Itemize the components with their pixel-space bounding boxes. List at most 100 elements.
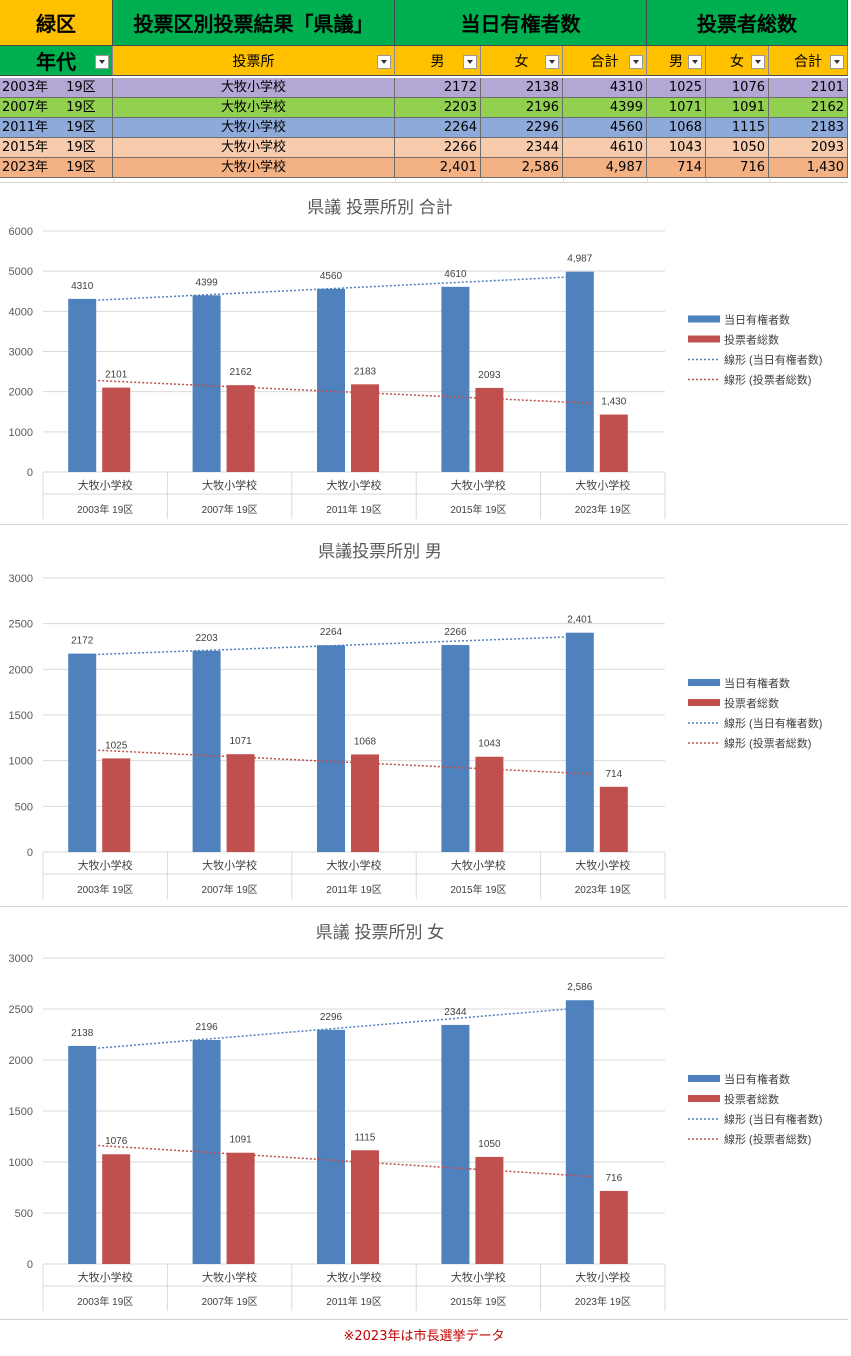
reg-male-cell[interactable]: 2203 [395,98,481,118]
y-tick-label: 1000 [9,427,33,439]
reg-female-cell[interactable]: 2196 [481,98,563,118]
station-cell[interactable]: 大牧小学校 [113,118,395,138]
chart-total-svg: 県議 投票所別 合計 0 1000 2000 3000 4000 5000 6000 4310 2… [9,198,822,519]
reg-female-cell[interactable]: 2344 [481,138,563,158]
station-cell[interactable]: 大牧小学校 [113,158,395,178]
reg-female-cell[interactable]: 2296 [481,118,563,138]
station-cell[interactable]: 大牧小学校 [113,78,395,98]
filter-dropdown-icon[interactable] [545,55,559,69]
bar-registered [68,653,97,852]
reg-female-cell[interactable]: 2138 [481,78,563,98]
bar-registered [317,288,345,472]
active-filter-icon[interactable] [377,55,391,69]
vot-female-cell[interactable]: 1050 [706,138,769,158]
vot-male-cell[interactable]: 1043 [647,138,706,158]
y-tick-label: 3000 [9,573,33,585]
y-tick-label: 4000 [9,306,33,318]
district-text: 19区 [66,100,96,115]
filter-dropdown-icon[interactable] [751,55,765,69]
legend-swatch [688,679,720,686]
age-cell[interactable]: 2003年 19区 [0,78,113,98]
filter-dropdown-icon[interactable] [629,55,643,69]
reg-total-cell[interactable]: 4560 [563,118,647,138]
reg-male-cell[interactable]: 2,401 [395,158,481,178]
legend-label: 線形 (当日有権者数) [724,353,822,367]
reg-male-header[interactable]: 男 [395,46,481,76]
reg-male-cell[interactable]: 2266 [395,138,481,158]
vot-male-cell[interactable]: 1025 [647,78,706,98]
station-header-text: 投票所 [232,53,275,70]
filter-dropdown-icon[interactable] [95,55,109,69]
category-label: 大牧小学校 [327,1270,382,1284]
vot-female-cell[interactable]: 716 [706,158,769,178]
vot-total-cell[interactable]: 2162 [769,98,848,118]
y-tick-label: 2500 [9,619,33,631]
reg-male-cell[interactable]: 2264 [395,118,481,138]
data-label: 2172 [71,636,94,647]
filter-dropdown-icon[interactable] [463,55,477,69]
y-tick-label: 5000 [9,266,33,278]
data-label: 2162 [229,367,252,378]
age-cell[interactable]: 2011年 19区 [0,118,113,138]
data-label: 2138 [71,1028,94,1039]
vot-female-header[interactable]: 女 [706,46,769,76]
vot-total-cell[interactable]: 2183 [769,118,848,138]
legend-label: 投票者総数 [724,333,779,347]
data-label: 2,586 [567,982,592,993]
filter-dropdown-icon[interactable] [830,55,844,69]
chart-total[interactable]: 県議 投票所別 合計 0 1000 2000 3000 4000 5000 6000 4310 2… [0,182,848,525]
y-tick-label: 6000 [9,226,33,238]
vot-male-cell[interactable]: 1068 [647,118,706,138]
vot-male-header[interactable]: 男 [647,46,706,76]
category-label: 大牧小学校 [451,1270,506,1284]
bar-voters [475,1156,504,1264]
station-cell[interactable]: 大牧小学校 [113,138,395,158]
data-label: 2,401 [567,615,592,626]
reg-total-cell[interactable]: 4310 [563,78,647,98]
vot-female-cell[interactable]: 1115 [706,118,769,138]
age-cell[interactable]: 2015年 19区 [0,138,113,158]
age-cell[interactable]: 2007年 19区 [0,98,113,118]
legend-label: 投票者総数 [724,1092,779,1106]
vot-total-cell[interactable]: 2093 [769,138,848,158]
reg-total-header[interactable]: 合計 [563,46,647,76]
reg-total-cell[interactable]: 4,987 [563,158,647,178]
age-header[interactable]: 年代 [0,46,113,76]
filter-dropdown-icon[interactable] [688,55,702,69]
station-cell[interactable]: 大牧小学校 [113,98,395,118]
y-tick-label: 1000 [9,1157,33,1169]
data-label: 716 [605,1173,622,1184]
category-group-label: 2011年 19区 [326,1295,381,1308]
data-label: 4560 [320,271,343,282]
station-header[interactable]: 投票所 [113,46,395,76]
vot-female-cell[interactable]: 1091 [706,98,769,118]
data-label: 2183 [354,366,377,377]
reg-female-header[interactable]: 女 [481,46,563,76]
vot-total-cell[interactable]: 2101 [769,78,848,98]
reg-female-cell[interactable]: 2,586 [481,158,563,178]
vot-male-cell[interactable]: 1071 [647,98,706,118]
y-tick-label: 3000 [9,347,33,359]
category-group-label: 2011年 19区 [326,883,381,896]
chart-female[interactable]: 県議 投票所別 女 0 500 1000 1500 2000 2500 3000 2138 107… [0,906,848,1320]
vot-male-cell[interactable]: 714 [647,158,706,178]
reg-total-cell[interactable]: 4610 [563,138,647,158]
table-row: 2003年 19区 大牧小学校 2172 2138 4310 1025 1076 … [0,78,848,98]
category-label: 大牧小学校 [575,1270,630,1284]
vot-female-cell[interactable]: 1076 [706,78,769,98]
bar-registered [441,645,470,852]
data-label: 4610 [444,269,467,280]
data-label: 2266 [444,627,467,638]
bar-registered [192,295,221,472]
reg-male-cell[interactable]: 2172 [395,78,481,98]
vot-total-cell[interactable]: 1,430 [769,158,848,178]
age-header-text: 年代 [36,50,76,74]
vot-total-header[interactable]: 合計 [769,46,848,76]
chart-male[interactable]: 県議投票所別 男 0 500 1000 1500 2000 2500 3000 2172 1025… [0,524,848,907]
y-tick-label: 1000 [9,756,33,768]
district-text: 19区 [66,140,96,155]
age-cell[interactable]: 2023年 19区 [0,158,113,178]
reg-total-cell[interactable]: 4399 [563,98,647,118]
category-group-label: 2011年 19区 [326,503,381,516]
